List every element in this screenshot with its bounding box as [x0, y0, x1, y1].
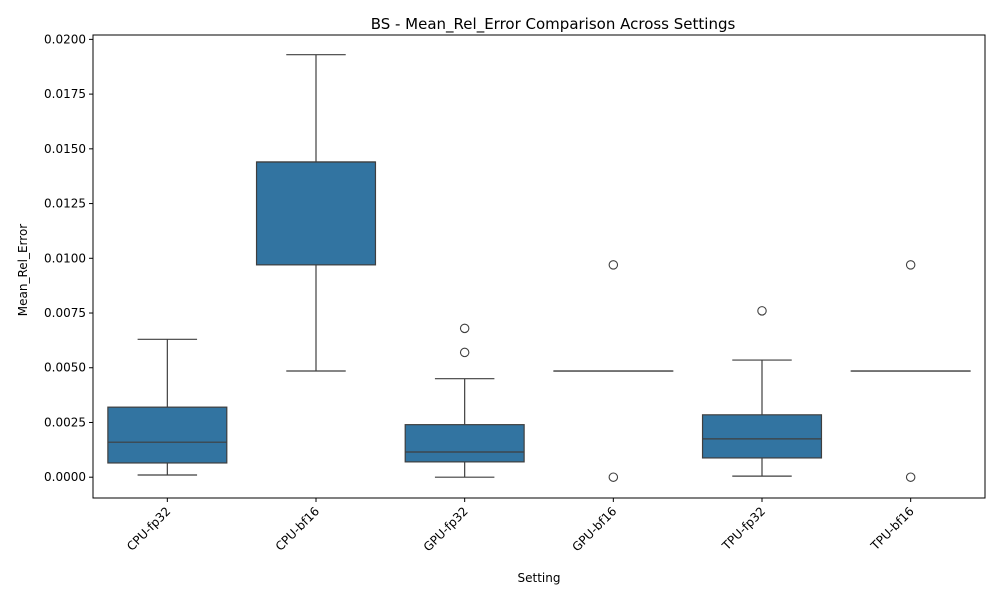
y-tick-label: 0.0150	[44, 142, 86, 156]
outlier-point	[459, 347, 470, 358]
outlier-point	[757, 306, 767, 316]
y-tick-label: 0.0175	[44, 87, 86, 101]
plot-area: 0.0000 0.0025 0.0050 0.0075 0.0100 0.0125 0.01…	[44, 32, 986, 554]
chart-title: BS - Mean_Rel_Error Comparison Across Se…	[371, 15, 736, 34]
y-axis-label: Mean_Rel_Error	[16, 224, 30, 317]
x-tick-label: GPU-bf16	[569, 504, 619, 554]
x-tick-label: GPU-fp32	[421, 504, 471, 554]
y-tick-label: 0.0125	[44, 197, 86, 211]
y-tick-label: 0.0200	[44, 32, 86, 46]
x-tick-label: TPU-fp32	[719, 504, 768, 553]
y-tick-label: 0.0000	[44, 470, 86, 484]
y-tick-label: 0.0050	[44, 361, 86, 375]
box-body	[404, 424, 525, 463]
y-tick-label: 0.0075	[44, 306, 86, 320]
box-body	[701, 414, 823, 459]
x-tick-label: CPU-bf16	[273, 504, 322, 553]
axes-frame	[92, 34, 986, 499]
outlier-point	[905, 260, 916, 270]
box-body	[107, 406, 228, 464]
outlier-point	[608, 260, 619, 270]
outlier-point	[905, 472, 916, 482]
x-tick-label: TPU-bf16	[867, 504, 916, 553]
box-body	[255, 161, 377, 266]
x-tick-label: CPU-fp32	[124, 504, 173, 553]
outlier-point	[459, 323, 470, 334]
x-axis-label: Setting	[518, 571, 561, 585]
outlier-point	[608, 472, 619, 482]
y-tick-label: 0.0100	[44, 251, 86, 265]
y-tick-label: 0.0025	[44, 415, 86, 429]
